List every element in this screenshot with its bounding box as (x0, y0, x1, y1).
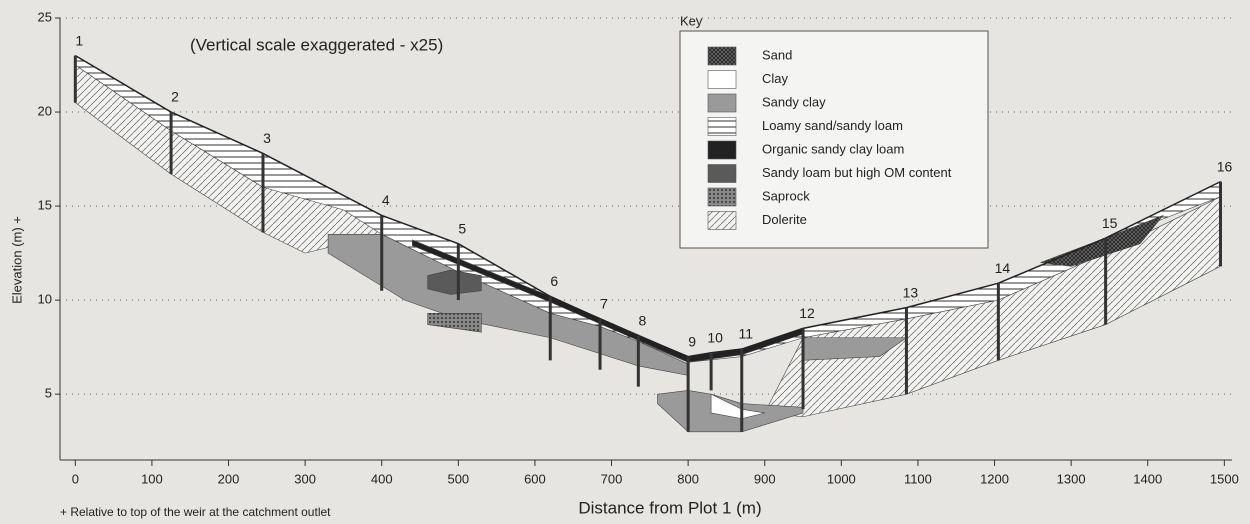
y-tick-label: 10 (38, 292, 52, 307)
legend-swatch (708, 165, 736, 183)
legend-swatch (708, 94, 736, 112)
x-tick-label: 1300 (1057, 471, 1086, 486)
x-tick-label: 800 (677, 471, 699, 486)
legend-swatch (708, 212, 736, 230)
borehole-label: 13 (903, 284, 919, 300)
legend-swatch (708, 118, 736, 136)
legend-swatch (708, 71, 736, 89)
x-tick-label: 0 (72, 471, 79, 486)
x-tick-label: 200 (218, 471, 240, 486)
x-tick-label: 700 (601, 471, 623, 486)
legend-swatch (708, 141, 736, 159)
legend-label: Loamy sand/sandy loam (762, 118, 903, 133)
borehole-label: 9 (688, 333, 696, 349)
legend: Key Sand Clay Sandy clay Loamy sand/sandy l… (680, 13, 988, 248)
borehole-label: 11 (738, 326, 753, 342)
x-tick-label: 400 (371, 471, 393, 486)
borehole-label: 3 (263, 130, 271, 146)
y-tick-label: 15 (38, 198, 52, 213)
legend-label: Clay (762, 71, 789, 86)
chart-annotation: (Vertical scale exaggerated - x25) (190, 35, 443, 54)
legend-swatch (708, 47, 736, 65)
borehole-label: 2 (171, 89, 179, 105)
legend-swatch (708, 188, 736, 206)
layer-region (428, 313, 482, 332)
legend-label: Sandy loam but high OM content (762, 165, 952, 180)
borehole-label: 6 (550, 273, 558, 289)
x-tick-label: 1400 (1133, 471, 1162, 486)
legend-label: Organic sandy clay loam (762, 141, 904, 156)
legend-label: Sandy clay (762, 94, 826, 109)
x-tick-label: 600 (524, 471, 546, 486)
borehole-label: 15 (1102, 215, 1118, 231)
borehole-label: 1 (75, 32, 83, 48)
x-tick-label: 500 (447, 471, 469, 486)
x-tick-label: 1500 (1210, 471, 1239, 486)
x-tick-label: 1100 (904, 471, 932, 486)
borehole-label: 4 (382, 192, 390, 208)
x-tick-label: 1200 (980, 471, 1009, 486)
borehole-label: 7 (600, 296, 608, 312)
chart: (Vertical scale exaggerated - x25) Dista… (0, 0, 1250, 524)
y-axis-label: Elevation (m) + (9, 216, 24, 304)
y-tick-label: 20 (38, 103, 52, 118)
legend-title: Key (680, 13, 703, 28)
borehole-label: 10 (707, 329, 723, 345)
borehole-label: 5 (458, 220, 466, 236)
y-tick-label: 5 (45, 386, 52, 401)
x-axis-label: Distance from Plot 1 (m) (578, 498, 761, 517)
x-tick-label: 1000 (827, 471, 856, 486)
borehole-label: 12 (799, 305, 815, 321)
x-tick-label: 300 (294, 471, 316, 486)
borehole-label: 8 (638, 313, 646, 329)
y-tick-label: 25 (38, 9, 52, 24)
x-tick-label: 900 (754, 471, 776, 486)
borehole-label: 14 (995, 260, 1011, 276)
x-tick-label: 100 (141, 471, 163, 486)
legend-label: Saprock (762, 188, 810, 203)
legend-label: Sand (762, 47, 792, 62)
footnote: + Relative to top of the weir at the cat… (60, 505, 331, 519)
legend-label: Dolerite (762, 212, 807, 227)
borehole-label: 16 (1217, 158, 1233, 174)
